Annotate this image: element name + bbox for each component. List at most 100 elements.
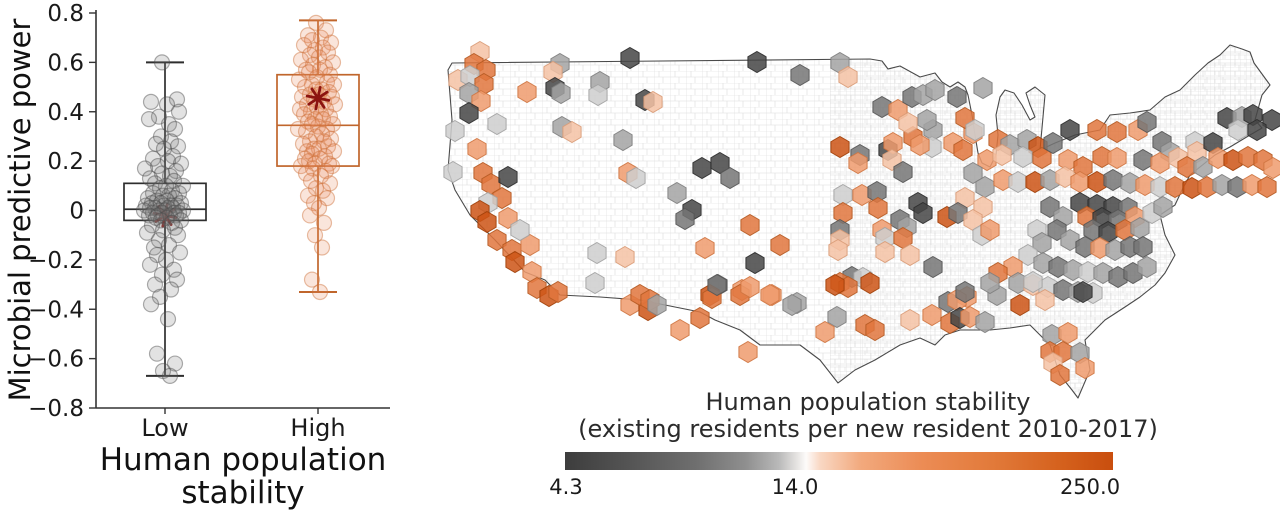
data-point (165, 261, 183, 278)
data-point (152, 194, 170, 212)
y-tick-label: −0.8 (28, 396, 84, 422)
data-point (162, 197, 180, 214)
data-point (169, 227, 187, 244)
data-point (321, 108, 339, 125)
data-point (310, 140, 328, 157)
data-point (150, 232, 168, 249)
data-point (153, 54, 171, 71)
data-point (174, 177, 192, 194)
data-point (292, 51, 310, 69)
data-point (325, 143, 343, 160)
hex-marker (1010, 293, 1030, 317)
hex-marker (1107, 120, 1127, 144)
data-point (297, 61, 315, 78)
hex-marker (947, 85, 967, 109)
hex-marker (960, 305, 980, 329)
data-point (301, 46, 319, 64)
data-point (150, 108, 168, 125)
hex-marker (548, 280, 568, 304)
data-point (160, 115, 178, 133)
hex-marker (948, 201, 968, 225)
data-point (315, 133, 333, 150)
data-point (299, 27, 317, 44)
data-point (161, 367, 179, 385)
data-point (314, 182, 332, 199)
data-point (320, 155, 338, 172)
data-point (322, 130, 340, 148)
data-point (314, 111, 332, 128)
colorbar-min-label: 4.3 (549, 475, 583, 499)
data-point (162, 133, 180, 150)
data-point (171, 244, 189, 261)
hex-marker (1013, 145, 1033, 169)
data-point (166, 219, 184, 236)
hex-marker (692, 156, 712, 180)
hex-marker (620, 46, 640, 70)
data-point (316, 59, 334, 76)
data-point (168, 271, 186, 288)
data-point (299, 113, 317, 130)
data-point (157, 177, 175, 194)
hex-marker (1150, 151, 1170, 175)
x-tick-label: High (290, 414, 345, 442)
data-point (297, 165, 315, 182)
hex-marker (923, 255, 943, 279)
data-point (144, 204, 162, 222)
data-point (306, 227, 324, 244)
data-point (323, 157, 341, 175)
data-point (144, 150, 162, 167)
data-point (146, 199, 164, 217)
data-point (298, 143, 316, 160)
data-point (304, 56, 322, 73)
data-point (321, 66, 339, 83)
data-point (324, 115, 342, 133)
data-point (155, 140, 173, 157)
data-point (302, 172, 320, 189)
data-point (148, 345, 166, 362)
hex-marker (477, 210, 497, 234)
hex-marker (782, 293, 802, 317)
hex-marker (1263, 156, 1280, 180)
hex-marker (973, 76, 993, 100)
data-point (161, 167, 179, 185)
data-point (309, 118, 327, 135)
data-point (308, 69, 326, 86)
data-point (303, 115, 321, 133)
hex-marker (975, 310, 995, 334)
data-point (326, 96, 344, 113)
data-point (169, 138, 187, 155)
data-point (304, 160, 322, 177)
data-point (160, 187, 178, 204)
data-point (316, 148, 334, 165)
hex-marker (875, 240, 895, 264)
data-point (164, 148, 182, 165)
hex-marker (955, 280, 975, 304)
data-point (307, 128, 325, 145)
data-point (160, 236, 178, 254)
data-point (135, 202, 153, 219)
hex-marker (838, 65, 858, 89)
hex-marker (900, 243, 920, 267)
data-point (307, 180, 325, 197)
data-point (300, 153, 318, 170)
colorbar-mid-label: 14.0 (771, 475, 819, 499)
hex-marker (690, 306, 710, 330)
data-point (296, 78, 314, 96)
hex-marker (828, 238, 848, 262)
hex-marker (900, 308, 920, 332)
data-point (145, 239, 163, 256)
data-point (307, 14, 325, 31)
box-high (276, 19, 360, 293)
hex-marker (1070, 170, 1090, 194)
hex-marker (1055, 165, 1075, 189)
data-point (146, 175, 164, 192)
data-point (166, 355, 184, 372)
hex-marker (827, 305, 847, 329)
data-point (306, 155, 324, 172)
hex-marker (1023, 270, 1043, 294)
hex-marker (551, 81, 571, 105)
data-point (150, 202, 168, 219)
data-point (296, 150, 314, 167)
data-point (317, 162, 335, 180)
data-point (153, 266, 171, 283)
